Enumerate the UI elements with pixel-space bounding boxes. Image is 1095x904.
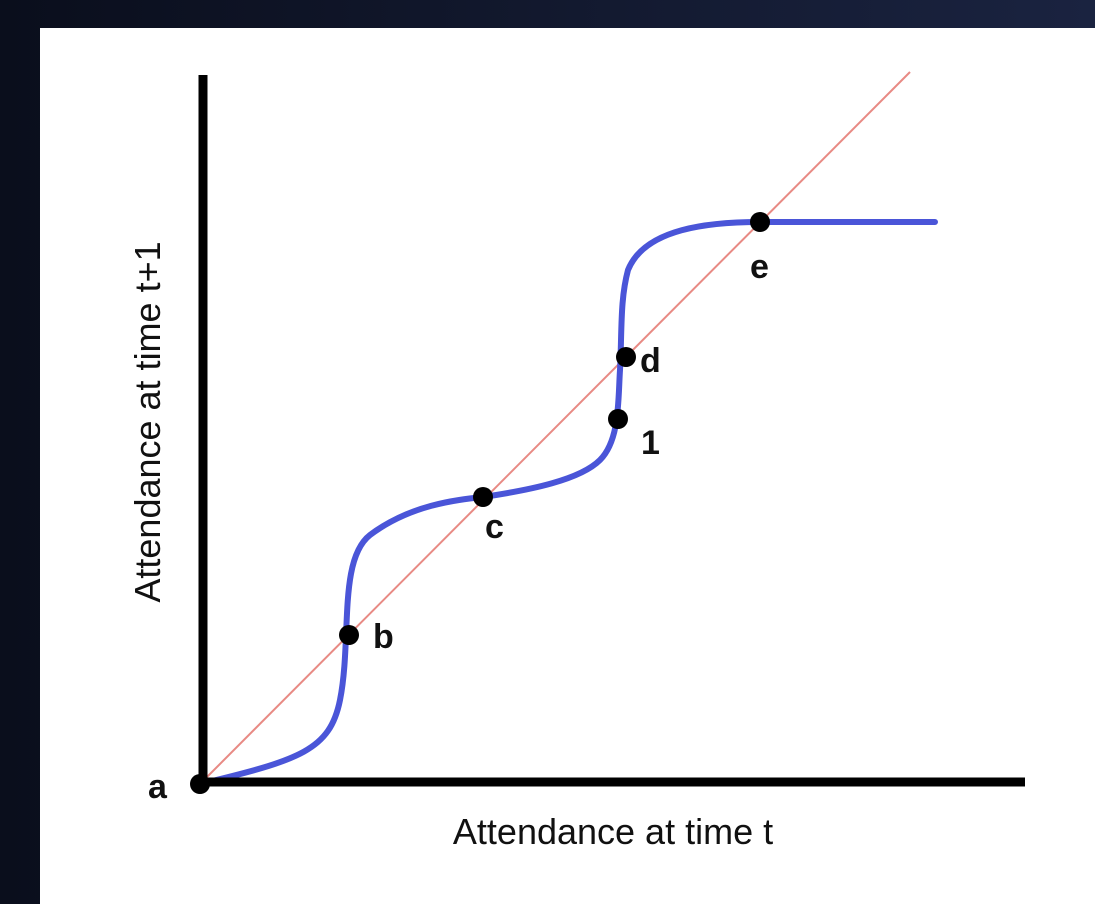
label-c: c	[485, 508, 504, 546]
x-axis-label: Attendance at time t	[453, 811, 773, 852]
label-b: b	[373, 618, 394, 656]
point-a	[190, 774, 210, 794]
point-b	[339, 625, 359, 645]
point-d	[616, 347, 636, 367]
label-e: e	[750, 248, 769, 286]
point-e	[750, 212, 770, 232]
label-a: a	[148, 768, 168, 806]
diagram-panel	[40, 28, 1095, 904]
attendance-curve	[197, 219, 938, 787]
point-c	[473, 487, 493, 507]
y-axis-label: Attendance at time t+1	[127, 241, 168, 602]
diagonal-line	[199, 71, 911, 785]
point-one	[608, 409, 628, 429]
label-d: d	[640, 342, 661, 380]
label-one: 1	[641, 424, 660, 462]
